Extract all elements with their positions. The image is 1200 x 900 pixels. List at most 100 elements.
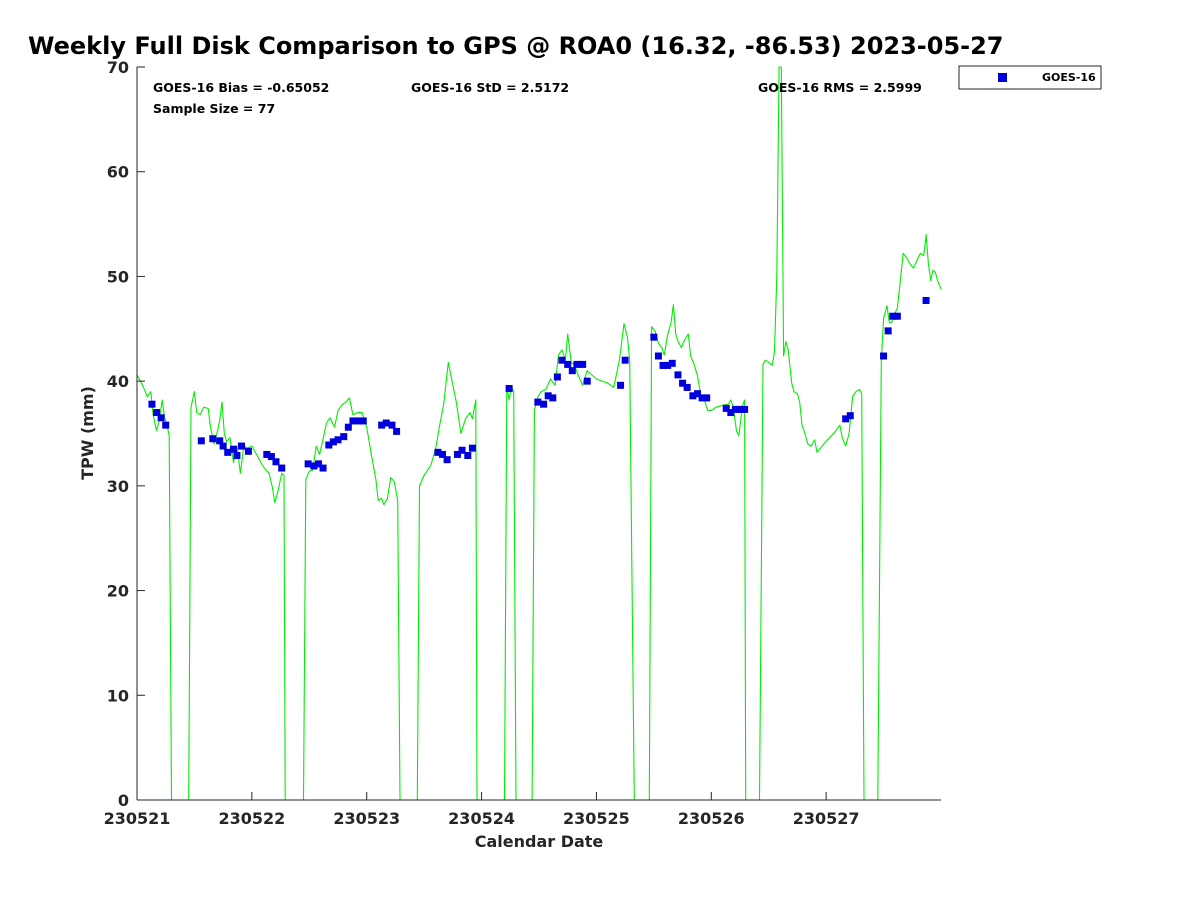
goes16-point (464, 451, 472, 459)
y-tick-label: 0 (118, 791, 129, 810)
goes16-point (340, 433, 348, 441)
x-tick-label: 230524 (448, 809, 515, 828)
goes16-point (382, 419, 390, 427)
y-axis-ticks: 0 10 20 30 40 50 60 70 (107, 58, 145, 810)
goes16-point (583, 377, 591, 385)
goes16-point (388, 421, 396, 429)
goes16-point (325, 441, 333, 449)
goes16-point (703, 394, 711, 402)
goes16-point (244, 447, 252, 455)
x-tick-label: 230521 (104, 809, 171, 828)
goes16-point (846, 412, 854, 420)
x-axis-ticks: 230521 230522 230523 230524 230525 230526 2305… (104, 792, 860, 828)
goes16-point (334, 436, 342, 444)
goes16-point (698, 394, 706, 402)
goes16-point (148, 400, 156, 408)
y-tick-label: 70 (107, 58, 129, 77)
goes16-point (439, 450, 447, 458)
goes16-point (880, 352, 888, 360)
goes16-point (621, 356, 629, 364)
goes16-point (564, 360, 572, 368)
goes16-point (329, 438, 337, 446)
goes16-point (558, 356, 566, 364)
goes16-point (344, 423, 352, 431)
goes16-point (267, 453, 275, 461)
goes16-point (355, 417, 363, 425)
goes16-point (617, 381, 625, 389)
y-tick-label: 10 (107, 686, 129, 705)
goes16-point (674, 371, 682, 379)
goes16-point (679, 379, 687, 387)
legend-marker-goes16 (998, 73, 1007, 82)
y-tick-label: 30 (107, 477, 129, 496)
goes16-point (238, 442, 246, 450)
goes16-point (314, 460, 322, 468)
x-tick-label: 230523 (333, 809, 400, 828)
goes16-point (434, 448, 442, 456)
goes16-point (224, 448, 232, 456)
legend: GOES-16 (958, 65, 1102, 90)
goes16-point (272, 458, 280, 466)
chart-title: Weekly Full Disk Comparison to GPS @ ROA… (28, 32, 1004, 60)
x-tick-label: 230526 (678, 809, 745, 828)
goes16-point (884, 327, 892, 335)
x-axis-label: Calendar Date (475, 832, 604, 851)
goes16-point (453, 450, 461, 458)
goes16-point (209, 435, 217, 443)
goes16-point (162, 421, 170, 429)
goes16-point (544, 392, 552, 400)
goes16-point (540, 400, 548, 408)
goes16-point (689, 392, 697, 400)
y-tick-label: 20 (107, 582, 129, 601)
x-tick-label: 230527 (793, 809, 860, 828)
y-tick-label: 60 (107, 163, 129, 182)
goes16-point (654, 352, 662, 360)
goes16-point (922, 297, 930, 305)
goes16-point (219, 442, 227, 450)
goes16-point (889, 312, 897, 320)
goes16-point (579, 360, 587, 368)
goes16-point (233, 451, 241, 459)
legend-label-goes16: GOES-16 (1042, 71, 1096, 84)
goes16-point (157, 414, 165, 422)
goes16-point (664, 361, 672, 369)
legend-box (958, 65, 1102, 90)
goes16-point (722, 404, 730, 412)
goes16-point (393, 427, 401, 435)
goes16-point (505, 384, 513, 392)
goes16-point (650, 333, 658, 341)
rms-stat: GOES-16 RMS = 2.5999 (758, 80, 922, 95)
goes16-point (694, 390, 702, 398)
goes16-point (568, 367, 576, 375)
goes16-point (378, 421, 386, 429)
y-axis-label: TPW (mm) (78, 386, 97, 480)
goes16-point (263, 450, 271, 458)
goes16-point (553, 373, 561, 381)
goes16-point (216, 437, 224, 445)
goes16-point (197, 437, 205, 445)
bias-stat: GOES-16 Bias = -0.65052 (153, 80, 329, 95)
goes16-point (683, 383, 691, 391)
y-tick-label: 50 (107, 267, 129, 286)
plot-area (137, 67, 941, 800)
x-tick-label: 230522 (218, 809, 285, 828)
goes16-point (278, 464, 286, 472)
goes16-point (319, 464, 327, 472)
goes16-point (304, 460, 312, 468)
goes16-point (349, 417, 357, 425)
goes16-point (549, 394, 557, 402)
x-tick-label: 230525 (563, 809, 630, 828)
goes16-scatter-layer (148, 297, 930, 472)
goes16-point (153, 409, 161, 417)
goes16-point (359, 417, 367, 425)
goes16-point (842, 415, 850, 423)
sample-size-stat: Sample Size = 77 (153, 101, 275, 116)
goes16-point (573, 360, 581, 368)
goes16-point (659, 361, 667, 369)
goes16-point (727, 409, 735, 417)
goes16-point (468, 444, 476, 452)
goes16-point (736, 405, 744, 413)
goes16-point (443, 456, 451, 464)
goes16-point (458, 446, 466, 454)
